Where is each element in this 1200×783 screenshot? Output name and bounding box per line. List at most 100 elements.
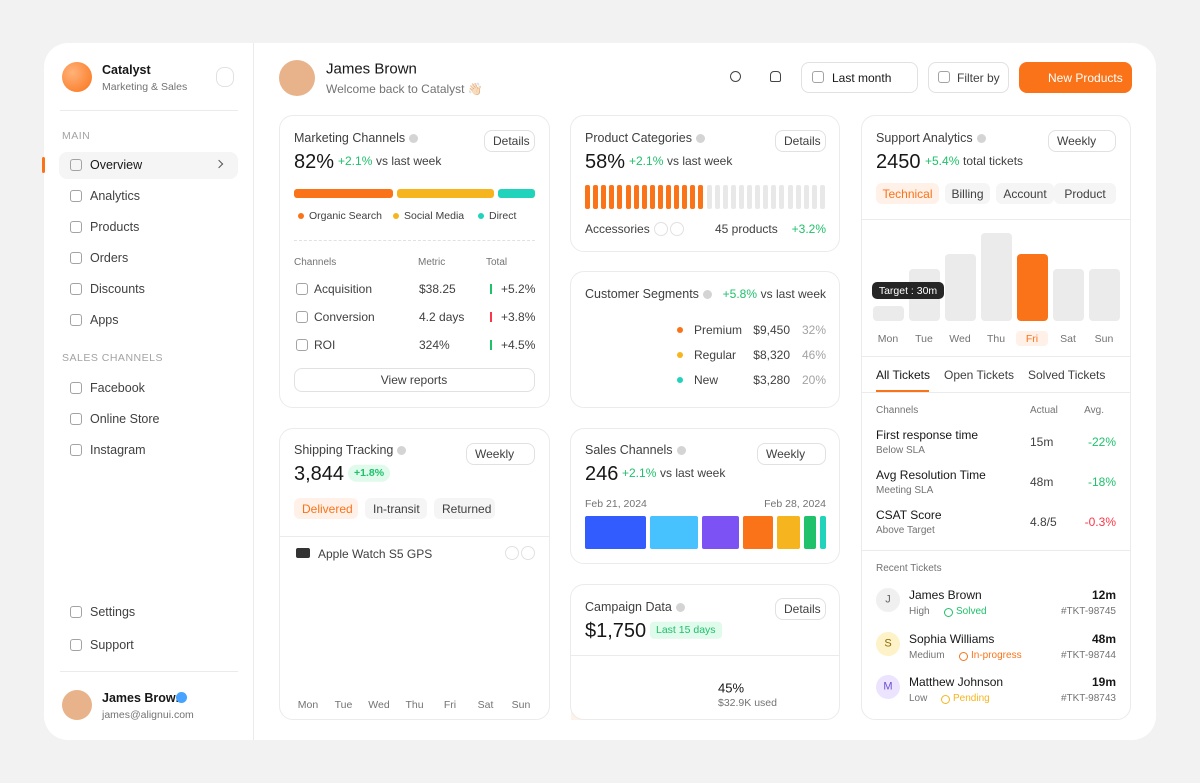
sla-name: First response time (876, 428, 979, 442)
tab[interactable] (876, 183, 939, 204)
channel-bar (397, 189, 494, 198)
button-label: Details (784, 134, 821, 148)
total: +4.5% (501, 338, 536, 352)
tab-underline (876, 390, 929, 392)
channel-name: Conversion (314, 310, 375, 324)
divider (294, 240, 535, 241)
card-title: Shipping Tracking (294, 442, 394, 457)
change: +2.1% (622, 466, 657, 480)
icon (70, 606, 82, 618)
ticket-tab: Solved Tickets (1028, 368, 1106, 382)
stripe (625, 185, 631, 209)
card (279, 115, 550, 408)
next[interactable] (670, 222, 684, 236)
icon (812, 71, 824, 83)
day-label: Mon (877, 332, 899, 345)
section-label: MAIN (62, 129, 91, 142)
legend-label: Direct (489, 209, 517, 222)
ticket-time: 48m (1091, 631, 1116, 646)
segment-share: 46% (801, 348, 826, 362)
period: Last month (832, 71, 892, 85)
change-suffix: vs last week (660, 466, 726, 480)
ticket-name: Matthew Johnson (909, 675, 1004, 689)
bar (873, 306, 904, 321)
day-label: Sun (511, 698, 531, 711)
change: +5.8% (722, 287, 757, 301)
prev[interactable] (505, 546, 519, 560)
tab-label: Account (1003, 187, 1047, 201)
legend-dot (677, 352, 683, 358)
channel-segment (820, 516, 826, 549)
metric: 4.2 days (419, 310, 465, 324)
next[interactable] (521, 546, 535, 560)
legend-dot (677, 377, 683, 383)
day-label: Sat (1060, 332, 1076, 345)
legend-label: Organic Search (309, 209, 382, 222)
tab[interactable] (434, 498, 495, 519)
bar (981, 233, 1012, 321)
day-label: Fri (1025, 332, 1039, 345)
change: +2.1% (338, 154, 373, 168)
stripe (819, 185, 825, 209)
tab[interactable] (945, 183, 990, 204)
bar (1017, 254, 1048, 321)
prev[interactable] (654, 222, 668, 236)
nav-item: Support (90, 637, 134, 652)
search[interactable] (730, 71, 741, 82)
nav-item: Apps (90, 312, 119, 327)
stripe (674, 185, 680, 209)
nav-item: Discounts (90, 281, 145, 296)
tab[interactable] (294, 498, 358, 519)
tab-label: Technical (882, 187, 933, 201)
button[interactable] (484, 130, 535, 152)
sla-avg: -18% (1087, 475, 1116, 489)
button-label: Details (493, 134, 530, 148)
button[interactable] (775, 598, 826, 620)
period-select[interactable] (801, 62, 918, 93)
filter[interactable] (928, 62, 1009, 93)
tab-label: Product (1064, 187, 1106, 201)
info (977, 134, 986, 143)
stripe (609, 185, 615, 209)
bar (1089, 269, 1120, 321)
workspace-switch[interactable] (216, 67, 234, 87)
verified (176, 692, 187, 703)
ticket-id: #TKT-98745 (1060, 606, 1116, 617)
view-reports[interactable] (294, 368, 535, 392)
date-start: Feb 21, 2024 (585, 497, 647, 510)
channel-segment (650, 516, 698, 549)
active-item (59, 152, 238, 179)
tab-label: Delivered (302, 502, 353, 516)
priority: Low (909, 693, 928, 704)
info (409, 134, 418, 143)
stripe (641, 185, 647, 209)
info (703, 290, 712, 299)
segment-share: 32% (801, 323, 826, 337)
stripe (593, 185, 599, 209)
legend-dot (393, 213, 399, 219)
nav-item: Analytics (90, 188, 141, 203)
new-products[interactable] (1019, 62, 1132, 93)
bell[interactable] (770, 71, 781, 82)
change-suffix: vs last week (760, 287, 826, 301)
card-title: Support Analytics (876, 130, 973, 145)
legend-dot (298, 213, 304, 219)
sla-name: CSAT Score (876, 508, 942, 522)
tab[interactable] (996, 183, 1054, 204)
button[interactable] (757, 443, 826, 465)
divider (571, 655, 839, 656)
tab[interactable] (1054, 183, 1116, 204)
tab[interactable] (365, 498, 427, 519)
date-end: Feb 28, 2024 (764, 497, 826, 510)
card-title: Product Categories (585, 130, 693, 145)
button[interactable] (775, 130, 826, 152)
metric-value: 58% (585, 151, 626, 173)
button[interactable] (466, 443, 535, 465)
sla-sub: Meeting SLA (876, 485, 934, 496)
icon (70, 190, 82, 202)
icon (70, 413, 82, 425)
button-label: Weekly (475, 447, 515, 461)
button[interactable] (1048, 130, 1116, 152)
info (397, 446, 406, 455)
